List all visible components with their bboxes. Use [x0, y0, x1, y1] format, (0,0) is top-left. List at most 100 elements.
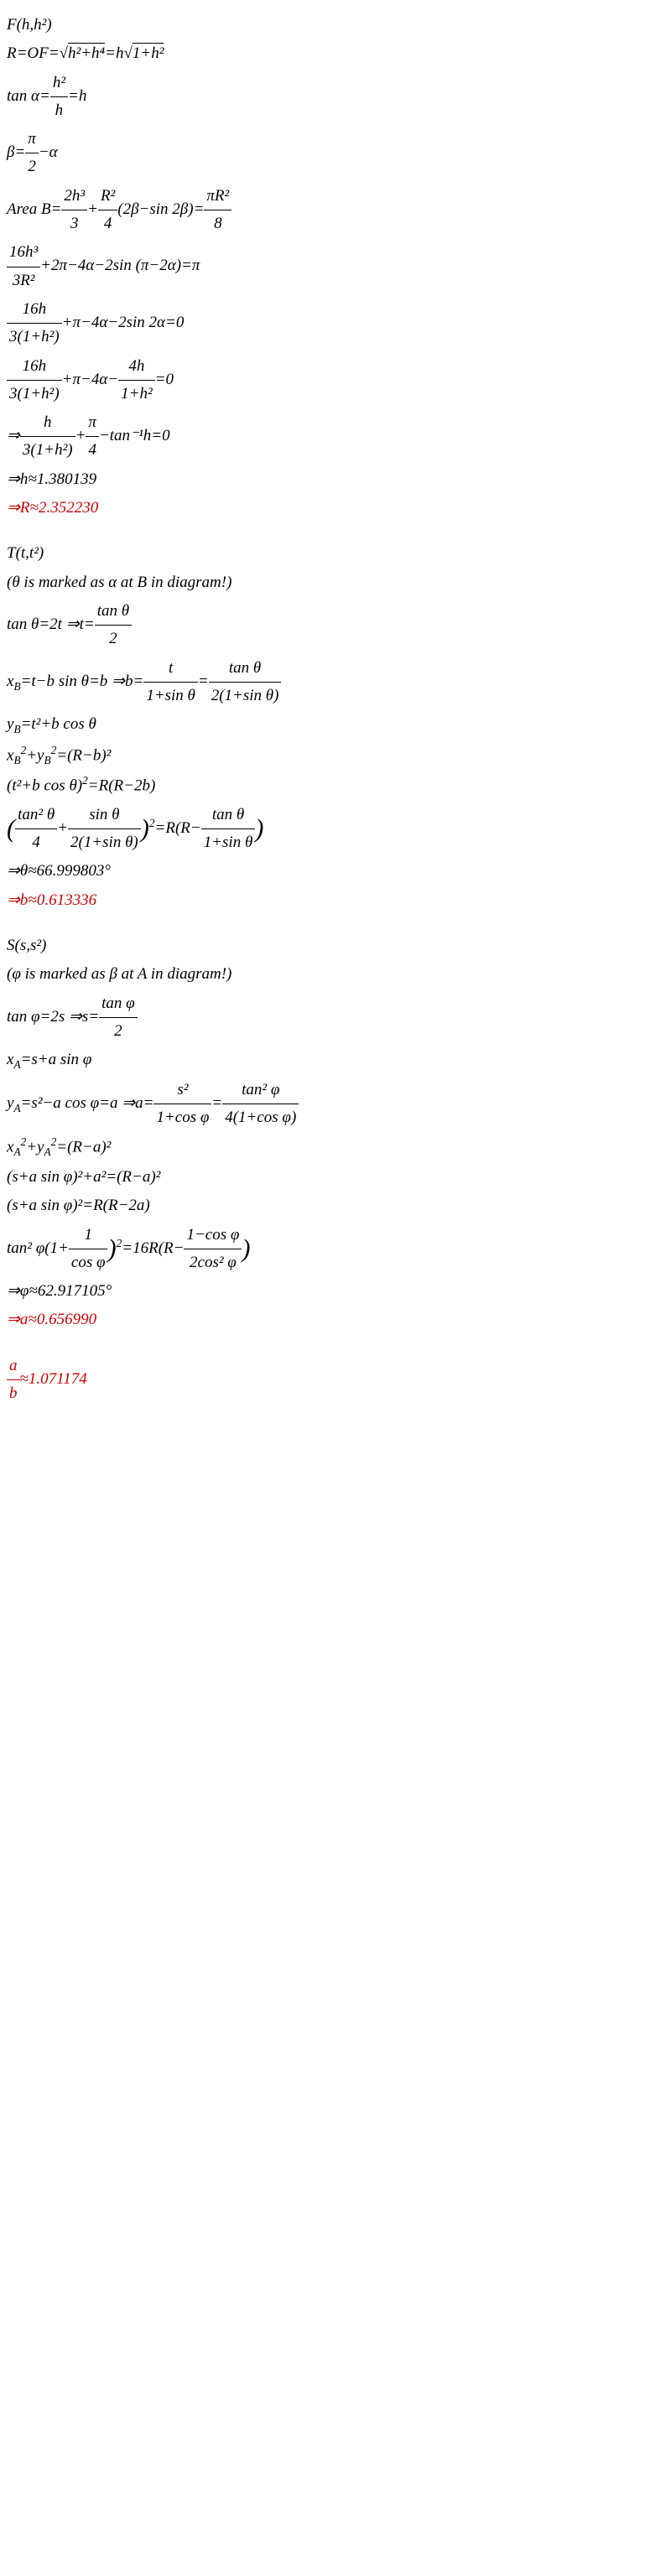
radicand: h²+h⁴	[68, 43, 105, 62]
frac: tan θ1+sin θ	[201, 802, 256, 857]
frac: π2	[25, 126, 39, 181]
num: 2h³	[61, 183, 87, 210]
frac: tan² φ4(1+cos φ)	[222, 1077, 299, 1132]
t-line2: xB=t−b sin θ=b ⇒b=t1+sin θ=tan θ2(1+sin …	[7, 655, 664, 710]
frac: sin θ2(1+sin θ)	[68, 802, 141, 857]
den: 3(1+h²)	[7, 324, 62, 351]
t-line6: (tan² θ4+sin θ2(1+sin θ))2=R(R−tan θ1+si…	[7, 802, 664, 857]
sub: A	[44, 1145, 50, 1158]
num: 1	[69, 1222, 108, 1249]
text: =16R(R−	[122, 1239, 184, 1257]
frac: π4	[86, 409, 99, 465]
sub: B	[44, 754, 50, 766]
num: π	[25, 126, 39, 153]
text: =R(R−	[155, 819, 201, 837]
frac: s²1+cos φ	[153, 1077, 211, 1132]
lparen: (	[7, 814, 15, 843]
text: −tan⁻¹h=0	[99, 427, 170, 444]
frac: 2h³3	[61, 183, 87, 238]
num: a	[7, 1353, 20, 1380]
frac: tan θ2(1+sin θ)	[209, 655, 282, 710]
frac: h3(1+h²)	[20, 409, 75, 465]
den: 3	[61, 210, 87, 237]
frac: πR²8	[204, 183, 231, 238]
t-line1: tan θ=2t ⇒t=tan θ2	[7, 598, 664, 653]
s-line5: (s+a sin φ)²+a²=(R−a)²	[7, 1164, 664, 1191]
num: tan² θ	[15, 802, 57, 829]
final: ab≈1.071174	[7, 1353, 664, 1408]
num: 16h	[7, 353, 62, 381]
rparen: )	[107, 1233, 116, 1262]
text: tan α=	[7, 87, 50, 105]
text: =h	[68, 87, 86, 105]
text: +	[75, 427, 86, 444]
text: tan φ=2s ⇒s=	[7, 1008, 99, 1026]
s-line2: xA=s+a sin φ	[7, 1046, 664, 1074]
den: 2	[25, 153, 39, 180]
text: =(R−a)²	[56, 1139, 111, 1156]
f-line7: 16h3(1+h²)+π−4α−4h1+h²=0	[7, 353, 664, 408]
f-line5: 16h³3R²+2π−4α−2sin (π−2α)=π	[7, 239, 664, 294]
den: cos φ	[69, 1249, 108, 1276]
den: b	[7, 1380, 20, 1407]
t-line8: ⇒b≈0.613336	[7, 887, 664, 914]
sub: B	[13, 679, 20, 692]
s-line4: xA2+yA2=(R−a)²	[7, 1133, 664, 1162]
text: +	[57, 819, 68, 837]
t-line4: xB2+yB2=(R−b)²	[7, 741, 664, 771]
s-heading: S(s,s²)	[7, 932, 664, 959]
f-heading: F(h,h²)	[7, 12, 664, 39]
text: =R(R−2b)	[88, 777, 156, 795]
frac: 4h1+h²	[118, 353, 155, 408]
num: 16h	[7, 296, 62, 324]
f-line10: ⇒R≈2.352230	[7, 495, 664, 522]
num: 16h³	[7, 239, 40, 267]
text: +π−4α−2sin 2α=0	[62, 314, 185, 331]
sub: A	[13, 1145, 20, 1158]
num: tan θ	[201, 802, 256, 829]
text: =t²+b cos θ	[21, 715, 96, 733]
text: (t²+b cos θ)	[7, 777, 82, 795]
f-line3: β=π2−α	[7, 126, 664, 181]
text: =(R−b)²	[56, 746, 111, 764]
f-line8: ⇒h3(1+h²)+π4−tan⁻¹h=0	[7, 409, 664, 465]
rparen: )	[255, 814, 263, 843]
s-note: (φ is marked as β at A in diagram!)	[7, 961, 664, 988]
text: −α	[39, 143, 58, 161]
num: tan² φ	[222, 1077, 299, 1104]
s-line1: tan φ=2s ⇒s=tan φ2	[7, 990, 664, 1046]
den: 3(1+h²)	[20, 437, 75, 464]
rparen: )	[141, 814, 149, 843]
frac: t1+sin θ	[143, 655, 198, 710]
frac: h²h	[50, 70, 68, 125]
text: =	[198, 673, 209, 690]
frac: 1cos φ	[69, 1222, 108, 1277]
spacer	[7, 1336, 664, 1351]
frac: tan φ2	[99, 990, 138, 1046]
text: +	[87, 200, 98, 218]
text: Area B=	[7, 200, 61, 218]
text: tan θ=2t ⇒t=	[7, 615, 95, 633]
den: 4	[86, 437, 99, 464]
t-line7: ⇒θ≈66.999803°	[7, 858, 664, 885]
num: 1−cos φ	[184, 1222, 242, 1249]
frac: 16h3(1+h²)	[7, 296, 62, 351]
radicand: 1+h²	[133, 43, 164, 62]
text: +π−4α−	[62, 371, 118, 388]
den: 1+sin θ	[143, 683, 198, 709]
frac: ab	[7, 1353, 20, 1408]
t-note: (θ is marked as α at B in diagram!)	[7, 569, 664, 596]
num: πR²	[204, 183, 231, 210]
text: R=OF=	[7, 44, 60, 62]
text: =t−b sin θ=b ⇒b=	[21, 673, 144, 690]
num: tan φ	[99, 990, 138, 1018]
rparen: )	[242, 1233, 250, 1262]
text: F(h,h²)	[7, 16, 52, 34]
den: h	[50, 97, 68, 124]
frac: R²4	[98, 183, 117, 238]
den: 2(1+sin θ)	[209, 683, 282, 709]
den: 3R²	[7, 267, 40, 294]
num: s²	[153, 1077, 211, 1104]
t-line3: yB=t²+b cos θ	[7, 711, 664, 739]
frac: 16h3(1+h²)	[7, 353, 62, 408]
